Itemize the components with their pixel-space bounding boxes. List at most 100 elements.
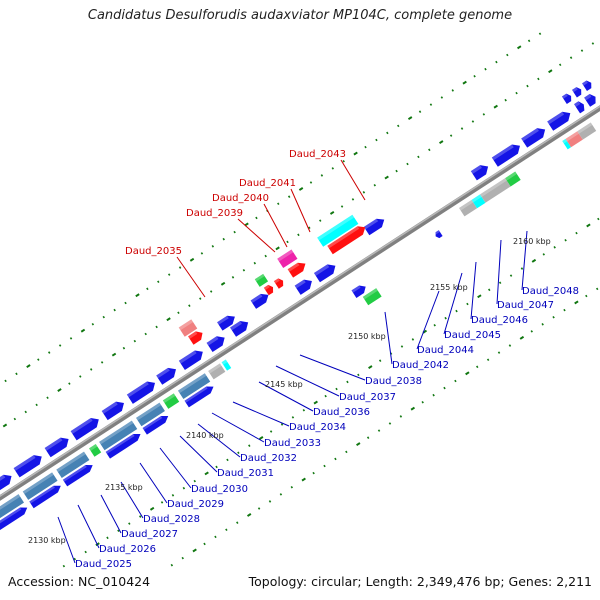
gc-dot xyxy=(384,175,389,180)
gc-dot xyxy=(400,345,404,348)
gc-dot xyxy=(135,293,140,298)
tick-label-1: 2135 kbp xyxy=(105,483,143,492)
gene-forward-f13 xyxy=(470,165,489,181)
gc-dot xyxy=(215,465,218,469)
gc-dot xyxy=(203,542,206,546)
gene-label-daud-2036: Daud_2036 xyxy=(313,407,370,418)
callout-line-bottom-16 xyxy=(470,261,477,320)
gene-label-daud-2038: Daud_2038 xyxy=(365,376,422,387)
gc-dot xyxy=(248,444,251,447)
gene-forward-f1 xyxy=(0,474,12,492)
gc-dot xyxy=(157,280,160,283)
gc-dot xyxy=(473,74,476,78)
gc-dot xyxy=(509,274,513,277)
gene-reverse-rv10 xyxy=(221,359,232,371)
gene-reverse-rv7-gloss xyxy=(162,393,176,403)
gc-dot xyxy=(26,364,31,369)
gene-forward-f8-shape xyxy=(178,350,203,371)
gc-dot xyxy=(171,494,175,497)
gc-dot xyxy=(506,53,509,57)
gene-reverse-rv6-gloss xyxy=(136,402,162,421)
callout-line-bottom-8 xyxy=(211,412,265,443)
gc-dot xyxy=(575,231,578,235)
gc-dot xyxy=(493,104,498,109)
callout-line-bottom-3 xyxy=(120,481,144,519)
gene-forward-f10 xyxy=(230,321,249,337)
gc-dot xyxy=(378,359,382,362)
gene-daud2040-arrow xyxy=(263,284,274,296)
gene-daud2041-box-shape xyxy=(277,249,298,268)
gc-dot xyxy=(111,352,117,357)
gene-forward-end-2 xyxy=(582,80,592,91)
gene-reverse-rv3-shape xyxy=(56,451,90,479)
tick-label-6: 2160 kbp xyxy=(513,237,551,246)
gc-dot xyxy=(297,233,300,237)
gene-reverse-rv6-shape xyxy=(136,402,165,427)
gene-forward-row2-r2-shape xyxy=(250,293,269,309)
gene-label-daud-2031: Daud_2031 xyxy=(217,468,274,479)
gene-reverse-rv10-shape xyxy=(221,359,232,371)
gene-forward-f6 xyxy=(126,381,156,404)
gene-reverse-rv1-gloss xyxy=(0,494,21,516)
gene-forward-f14 xyxy=(491,144,520,167)
gene-reverse-rv13-gloss xyxy=(480,178,507,197)
gene-forward-inner-4-shape xyxy=(142,415,169,435)
gc-dot xyxy=(144,332,147,336)
gene-reverse-rv9-shape xyxy=(208,363,226,380)
callout-line-top-4 xyxy=(340,159,366,201)
gc-dot xyxy=(128,522,131,525)
gene-forward-f11 xyxy=(294,279,312,295)
gc-dot xyxy=(410,406,416,411)
gene-forward-f15 xyxy=(521,128,546,148)
gene-label-daud-2046: Daud_2046 xyxy=(471,315,528,326)
gc-dot xyxy=(388,422,392,425)
gc-dot xyxy=(35,403,38,407)
gc-dot xyxy=(192,548,197,553)
gene-forward-f2-gloss xyxy=(13,455,36,471)
gene-forward-f16-shape xyxy=(547,111,571,131)
callout-line-top-3 xyxy=(290,188,311,233)
gene-reverse-rv8 xyxy=(177,373,211,400)
gc-dot xyxy=(236,521,239,524)
gc-dot xyxy=(233,230,236,234)
gene-forward-f7-shape xyxy=(156,367,176,385)
gene-forward-f14-gloss xyxy=(491,144,514,161)
gc-dot xyxy=(204,471,209,476)
gene-daud2041-arrow-shape xyxy=(287,262,306,278)
gc-dot xyxy=(37,358,40,361)
gc-dot xyxy=(368,365,373,370)
gene-reverse-rv4-gloss xyxy=(89,444,98,451)
gene-daud2035-arrow xyxy=(188,331,203,345)
gc-dot xyxy=(574,300,579,305)
gc-dot xyxy=(504,98,507,102)
gene-label-daud-2042: Daud_2042 xyxy=(392,360,449,371)
gc-dot xyxy=(377,429,381,432)
gene-label-daud-2029: Daud_2029 xyxy=(167,499,224,510)
gc-dot xyxy=(89,368,93,371)
gc-dot xyxy=(482,113,486,116)
gc-dot xyxy=(324,394,327,398)
gene-label-daud-2028: Daud_2028 xyxy=(143,514,200,525)
gc-dot xyxy=(585,294,588,298)
gene-reverse-small-shape xyxy=(435,230,443,239)
gene-forward-end-1-gloss xyxy=(571,87,578,93)
gene-reverse-rv1 xyxy=(0,494,24,522)
gc-dot xyxy=(277,202,280,206)
gc-dot xyxy=(580,49,584,52)
gc-dot xyxy=(166,317,171,322)
gene-daud2042-arrow xyxy=(351,285,366,298)
gc-dot xyxy=(117,529,120,532)
gene-reverse-rv7 xyxy=(162,393,180,409)
gc-dot xyxy=(397,124,400,128)
callout-line-bottom-10 xyxy=(258,381,314,412)
gene-reverse-rv15-gloss xyxy=(562,138,568,144)
gc-dot xyxy=(520,267,524,270)
gene-forward-f2 xyxy=(13,455,42,478)
gene-label-daud-2044: Daud_2044 xyxy=(417,345,474,356)
gene-label-daud-2047: Daud_2047 xyxy=(497,300,554,311)
gene-reverse-rv8-gloss xyxy=(177,373,207,394)
callout-line-top-0 xyxy=(176,256,206,298)
gc-dot xyxy=(335,387,338,391)
tick-label-5: 2155 kbp xyxy=(430,283,468,292)
